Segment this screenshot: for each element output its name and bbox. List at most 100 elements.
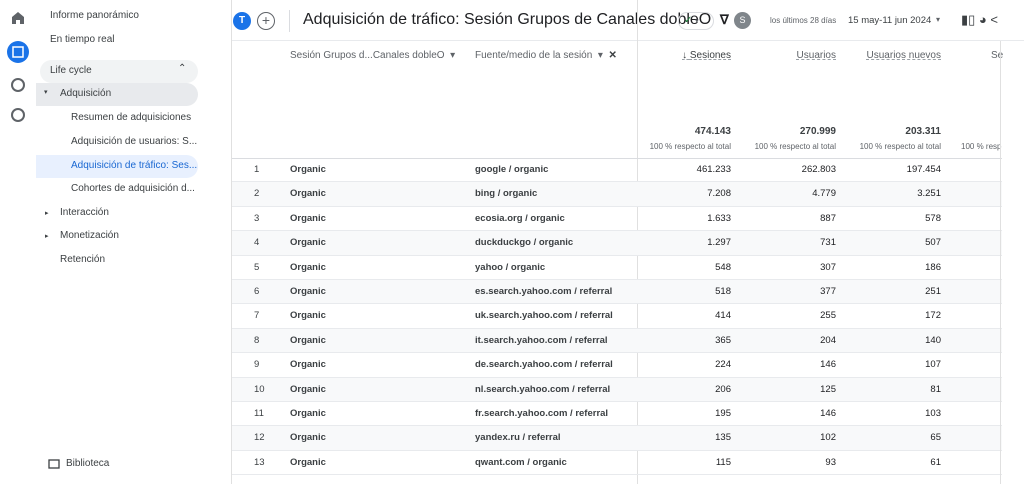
row-index: 9 [254, 359, 260, 371]
table-row[interactable]: 5 Organic yahoo / organic 548 307 186 [232, 256, 1002, 280]
table-row[interactable]: 12 Organic yandex.ru / referral 135 102 65 [232, 426, 1002, 451]
section-bg [40, 60, 198, 83]
totals-rule [232, 158, 1002, 159]
table-row[interactable]: 3 Organic ecosia.org / organic 1.633 887 578 [232, 207, 1002, 232]
row-index: 2 [254, 188, 260, 200]
nav-subitem[interactable]: Adquisición de usuarios: S... [71, 136, 198, 147]
column-title: Sesión Grupos d...Canales dobleO [290, 50, 445, 61]
table-row[interactable]: 11 Organic fr.search.yahoo.com / referral 1… [232, 402, 1002, 427]
table-row[interactable]: 1 Organic google / organic 461.233 262.803 19… [232, 158, 1002, 183]
chevron-up: ⌃ [178, 63, 187, 74]
nav-item[interactable]: En tiempo real [50, 34, 115, 45]
sessions: 135 [715, 432, 731, 444]
nav-group[interactable]: Interacción [60, 207, 109, 218]
sessions: 1.633 [707, 212, 731, 224]
new-users: 172 [925, 310, 941, 322]
new-users: 107 [925, 359, 941, 371]
reports-icon[interactable] [7, 41, 29, 63]
table-row[interactable]: 13 Organic qwant.com / organic 115 93 61 [232, 451, 1002, 476]
channel: Organic [290, 359, 326, 371]
table-row[interactable]: 2 Organic bing / organic 7.208 4.779 3.251 [232, 182, 1002, 207]
new-users: 186 [925, 261, 941, 273]
sessions: 414 [715, 310, 731, 322]
filter-icon[interactable]: ∇ [720, 12, 729, 27]
users: 146 [820, 408, 836, 419]
users: 204 [820, 334, 836, 346]
column-header[interactable]: Se [991, 50, 1004, 61]
row-index: 12 [254, 432, 265, 444]
nav-item[interactable]: Informe panorámico [50, 10, 139, 21]
table-row[interactable]: 4 Organic duckduckgo / organic 1.297 731 507 [232, 231, 1002, 256]
source-medium: qwant.com / organic [475, 456, 567, 468]
expand-icon: ▾ [44, 89, 48, 96]
source-medium: bing / organic [475, 188, 538, 200]
new-users: 251 [925, 286, 941, 297]
date-label: los últimos 28 días [770, 16, 837, 25]
nav-group[interactable]: Monetización [60, 230, 119, 241]
channel: Organic [290, 261, 326, 273]
source-medium: es.search.yahoo.com / referral [475, 286, 613, 297]
rail-icons [7, 12, 29, 122]
total-note: 100 % respecto al total [859, 142, 941, 151]
date-dropdown[interactable]: ▾ [936, 15, 941, 24]
selected-bg [36, 155, 198, 178]
users: 377 [820, 286, 836, 297]
folder-icon [48, 459, 60, 469]
source-medium: yahoo / organic [475, 261, 546, 273]
new-users: 103 [925, 408, 941, 419]
users: 731 [820, 237, 836, 249]
users: 4.779 [812, 188, 836, 200]
source-medium: fr.search.yahoo.com / referral [475, 408, 609, 419]
advertising-icon[interactable] [11, 108, 25, 122]
library-link[interactable]: Biblioteca [66, 458, 110, 469]
nav-subitem[interactable]: Resumen de adquisiciones [71, 112, 192, 123]
avatar[interactable]: T [233, 12, 251, 30]
column-header[interactable]: Usuarios [796, 50, 836, 61]
collapse-icon: ▸ [45, 233, 49, 240]
table-row[interactable]: 10 Organic nl.search.yahoo.com / referral 2… [232, 377, 1002, 402]
channel: Organic [290, 408, 326, 419]
row-index: 5 [254, 261, 260, 273]
column-header[interactable]: Sesión Grupos d...Canales dobleO ▾ [290, 50, 456, 61]
table-row[interactable]: 6 Organic es.search.yahoo.com / referral 51… [232, 280, 1002, 305]
column-header[interactable]: Fuente/medio de la sesión ▾ ✕ [475, 50, 617, 61]
channel: Organic [290, 334, 326, 346]
table-row[interactable]: 8 Organic it.search.yahoo.com / referral 36… [232, 328, 1002, 354]
table-row[interactable]: 7 Organic uk.search.yahoo.com / referral 41… [232, 304, 1002, 329]
nav-subitem[interactable]: Cohortes de adquisición d... [71, 183, 195, 194]
section-title[interactable]: Life cycle [50, 65, 92, 76]
add-button[interactable]: + [257, 12, 275, 30]
users: 887 [820, 212, 836, 224]
home-icon[interactable] [12, 12, 24, 24]
users: 125 [820, 383, 836, 395]
nav-rail [0, 0, 36, 484]
user-badge[interactable]: S [734, 12, 751, 29]
explore-icon[interactable] [11, 78, 25, 92]
sessions: 461.233 [696, 164, 731, 175]
new-users: 197.454 [906, 164, 941, 175]
row-index: 11 [254, 408, 264, 419]
report: T + Adquisición de tráfico: Sesión Grupo… [231, 0, 1024, 484]
column-header[interactable]: ↓ Sesiones [682, 50, 731, 61]
row-index: 1 [254, 164, 260, 175]
sessions: 365 [715, 334, 731, 346]
collapse-icon: ▸ [45, 210, 49, 217]
table-row[interactable]: 9 Organic de.search.yahoo.com / referral 22… [232, 353, 1002, 378]
nav-subitem-selected[interactable]: Adquisición de tráfico: Ses... [71, 160, 198, 171]
channel: Organic [290, 212, 326, 224]
nav-group[interactable]: Adquisición [60, 88, 112, 99]
users: 307 [820, 261, 836, 273]
users: 262.803 [801, 164, 836, 175]
source-medium: google / organic [475, 164, 549, 175]
status-chip[interactable]: ✓ ▾ [678, 12, 714, 30]
row-index: 10 [254, 383, 265, 395]
nav-group[interactable]: Retención [60, 254, 106, 265]
column-title: Fuente/medio de la sesión [475, 50, 593, 61]
source-medium: nl.search.yahoo.com / referral [475, 383, 611, 395]
sessions: 7.208 [707, 188, 731, 200]
column-header[interactable]: Usuarios nuevos [866, 50, 941, 61]
report-title: Adquisición de tráfico: Sesión Grupos de… [303, 11, 712, 28]
toolbar-icons[interactable]: ▮▯ ◕ < [961, 12, 998, 27]
date-range[interactable]: 15 may-11 jun 2024 [848, 15, 932, 26]
group-bg [36, 83, 198, 106]
